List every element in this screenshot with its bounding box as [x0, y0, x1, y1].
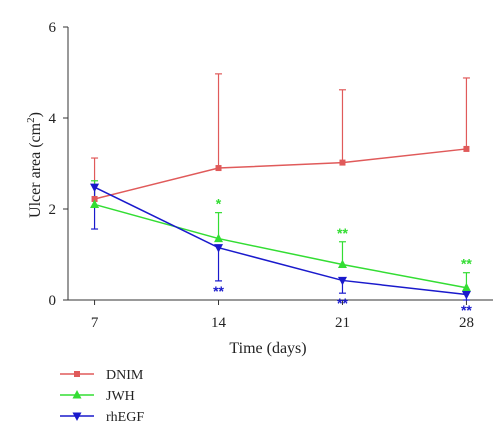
axes: 0 2 4 6 7 14 21 28 — [49, 20, 493, 331]
data-point-dnim — [339, 159, 346, 166]
data-point-jwh — [214, 233, 224, 243]
significance-rhegf: ** — [213, 283, 224, 299]
legend-marker-jwh — [72, 390, 82, 399]
y-axis-label-main: Ulcer area (cm — [27, 122, 44, 218]
legend: DNIM JWH rhEGF — [60, 368, 144, 425]
series-lines — [94, 148, 467, 296]
series-line-jwh — [94, 203, 467, 289]
series-line-rhegf — [94, 186, 467, 296]
x-axis-label: Time (days) — [229, 340, 306, 357]
significance-jwh: * — [216, 196, 222, 212]
x-tick-label: 21 — [335, 315, 350, 331]
significance-marks: ********* ** — [213, 196, 472, 318]
significance-jwh: ** — [337, 225, 348, 241]
data-point-jwh — [461, 282, 471, 292]
data-point-dnim — [215, 165, 222, 172]
data-markers — [90, 145, 471, 300]
y-tick-label: 2 — [49, 202, 57, 218]
data-point-dnim — [91, 195, 98, 202]
legend-label-dnim: DNIM — [106, 368, 144, 383]
data-point-rhegf — [337, 276, 347, 286]
legend-marker-rhegf — [72, 412, 82, 421]
y-tick-label: 4 — [49, 111, 57, 127]
significance-rhegf: ** — [461, 302, 472, 318]
y-tick-label: 6 — [49, 20, 57, 36]
y-tick-label: 0 — [49, 293, 57, 309]
y-axis-label-close: ) — [27, 112, 44, 117]
legend-label-rhegf: rhEGF — [106, 410, 144, 425]
legend-marker-dnim — [74, 371, 80, 377]
x-tick-label: 14 — [211, 315, 227, 331]
data-point-rhegf — [90, 183, 100, 193]
significance-rhegf: ** — [337, 295, 348, 311]
series-line-dnim — [94, 148, 467, 200]
data-point-dnim — [463, 145, 470, 152]
data-point-rhegf — [461, 291, 471, 300]
y-axis-label-superscript: 2 — [25, 117, 37, 123]
legend-label-jwh: JWH — [106, 389, 135, 404]
significance-jwh: ** — [461, 256, 472, 272]
data-point-rhegf — [214, 244, 224, 253]
data-point-jwh — [337, 259, 347, 269]
x-tick-label: 28 — [459, 315, 474, 331]
y-axis-label: Ulcer area (cm2) — [25, 112, 44, 218]
data-point-jwh — [90, 199, 100, 208]
x-tick-label: 7 — [91, 315, 99, 331]
error-bars — [91, 73, 470, 301]
